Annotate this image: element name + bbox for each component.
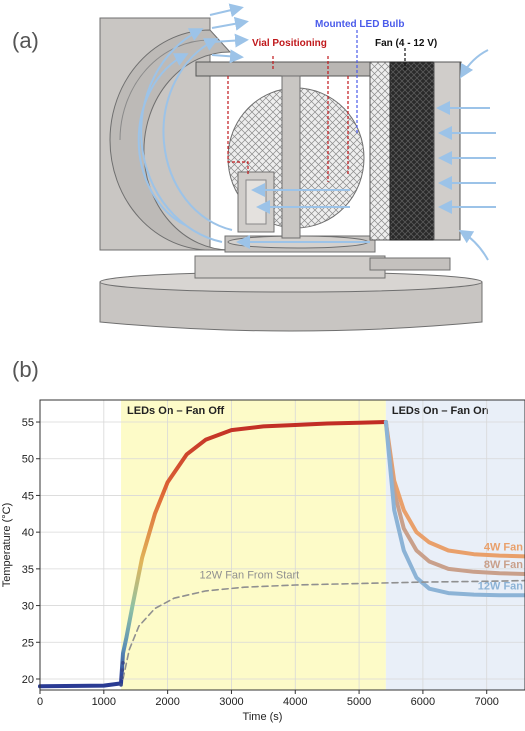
data-point [119,675,124,680]
y-tick-label: 20 [22,674,34,686]
y-axis-label: Temperature (°C) [1,503,13,587]
plot-frame [39,399,525,691]
series-label-2: 8W Fan [484,559,523,571]
x-tick-label: 6000 [411,696,435,708]
series-label-3: 12W Fan [478,580,524,592]
vial-chamber [227,75,365,239]
panel-b-label: (b) [12,357,39,382]
x-axis-label: Time (s) [243,711,283,723]
series-line-3 [383,420,525,598]
y-tick-label: 45 [22,490,34,502]
vial-guide-lines [227,56,349,182]
device-illustration: Vial Positioning Mounted LED Bulb Fan (4… [99,3,496,332]
temperature-chart: LEDs On – Fan Off LEDs On – Fan On 4W Fan… [1,399,525,723]
airflow-arrows [137,3,496,261]
region-label-fan-on: LEDs On – Fan On [392,405,489,417]
device-base [99,255,483,332]
x-tick-label: 1000 [92,696,116,708]
y-tick-label: 30 [22,601,34,613]
vial-positioning-label: Vial Positioning [252,38,327,49]
fan-label: Fan (4 - 12 V) [375,38,437,49]
series-label-4: 12W Fan From Start [200,569,300,581]
mounted-led-bulb-label: Mounted LED Bulb [315,19,404,30]
y-tick-label: 40 [22,527,34,539]
x-tick-label: 3000 [219,696,243,708]
series-line-2 [383,420,525,576]
series-line-1 [383,420,525,559]
y-tick-label: 25 [22,637,34,649]
fan-unit [369,61,461,241]
data-point [121,661,125,665]
x-tick-label: 0 [37,696,43,708]
series-label-1: 4W Fan [484,541,523,553]
region-fan-on [385,400,525,690]
panel-a-label: (a) [12,28,39,53]
x-tick-label: 2000 [155,696,179,708]
region-label-fan-off: LEDs On – Fan Off [127,405,225,417]
series-line-4 [122,579,525,680]
y-tick-label: 55 [22,417,34,429]
data-point [120,668,125,672]
data-point [119,683,123,687]
y-tick-label: 35 [22,564,34,576]
region-fan-off [121,400,386,690]
x-tick-label: 4000 [283,696,307,708]
y-tick-label: 50 [22,454,34,466]
x-tick-label: 5000 [347,696,371,708]
x-tick-label: 7000 [474,696,498,708]
